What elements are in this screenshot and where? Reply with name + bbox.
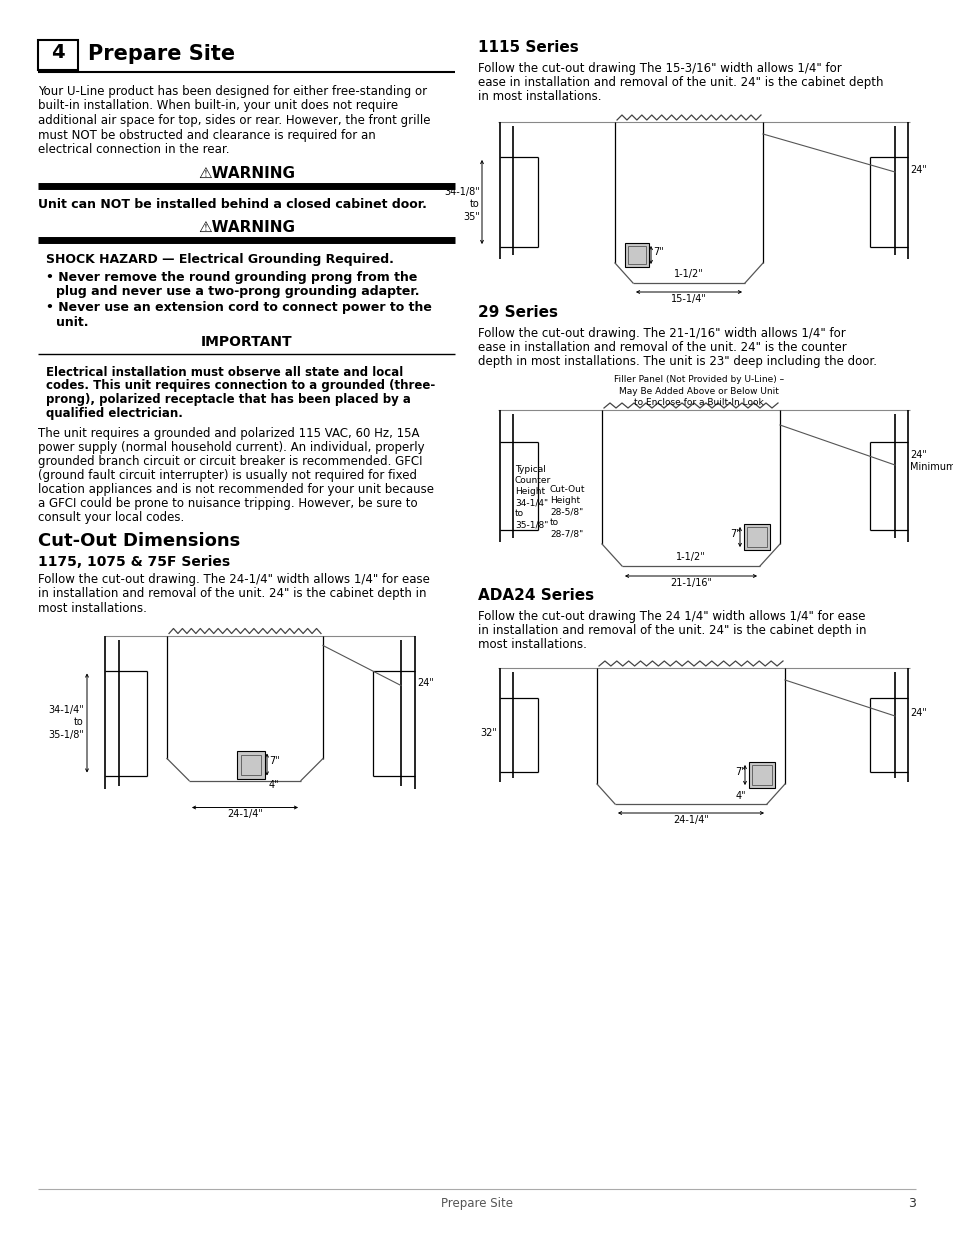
- Text: location appliances and is not recommended for your unit because: location appliances and is not recommend…: [38, 483, 434, 496]
- Text: The unit requires a grounded and polarized 115 VAC, 60 Hz, 15A: The unit requires a grounded and polariz…: [38, 427, 419, 441]
- Text: built-in installation. When built-in, your unit does not require: built-in installation. When built-in, yo…: [38, 100, 397, 112]
- Text: must NOT be obstructed and clearance is required for an: must NOT be obstructed and clearance is …: [38, 128, 375, 142]
- Text: 7": 7": [729, 529, 740, 538]
- Text: Cut-Out
Height
28-5/8"
to
28-7/8": Cut-Out Height 28-5/8" to 28-7/8": [550, 485, 585, 538]
- Text: 7": 7": [735, 767, 745, 777]
- Text: a GFCI could be prone to nuisance tripping. However, be sure to: a GFCI could be prone to nuisance trippi…: [38, 498, 417, 510]
- Text: 1175, 1075 & 75F Series: 1175, 1075 & 75F Series: [38, 556, 230, 569]
- Text: Cut-Out Dimensions: Cut-Out Dimensions: [38, 531, 240, 550]
- Text: 7": 7": [652, 247, 663, 257]
- Bar: [743, 524, 769, 550]
- Text: 15-1/4": 15-1/4": [670, 294, 706, 304]
- Text: in installation and removal of the unit. 24" is the cabinet depth in: in installation and removal of the unit.…: [477, 624, 865, 637]
- Text: prong), polarized receptacle that has been placed by a: prong), polarized receptacle that has be…: [46, 394, 411, 406]
- Text: ease in installation and removal of the unit. 24" is the cabinet depth: ease in installation and removal of the …: [477, 77, 882, 89]
- Bar: [241, 755, 261, 774]
- Text: ADA24 Series: ADA24 Series: [477, 588, 594, 603]
- Text: 3: 3: [907, 1197, 915, 1210]
- Text: 4": 4": [269, 779, 279, 789]
- Text: 1-1/2": 1-1/2": [674, 269, 703, 279]
- Text: ⚠WARNING: ⚠WARNING: [198, 165, 294, 180]
- Text: Prepare Site: Prepare Site: [440, 1197, 513, 1210]
- Text: Follow the cut-out drawing The 15-3/16" width allows 1/4" for: Follow the cut-out drawing The 15-3/16" …: [477, 62, 841, 75]
- Text: Filler Panel (Not Provided by U-Line) –: Filler Panel (Not Provided by U-Line) –: [614, 375, 783, 384]
- Text: grounded branch circuit or circuit breaker is recommended. GFCI: grounded branch circuit or circuit break…: [38, 456, 422, 468]
- Text: additional air space for top, sides or rear. However, the front grille: additional air space for top, sides or r…: [38, 114, 430, 127]
- Text: depth in most installations. The unit is 23" deep including the door.: depth in most installations. The unit is…: [477, 354, 876, 368]
- Text: 7": 7": [269, 757, 279, 767]
- Text: power supply (normal household current). An individual, properly: power supply (normal household current).…: [38, 441, 424, 454]
- Text: • Never remove the round grounding prong from the: • Never remove the round grounding prong…: [46, 270, 417, 284]
- Text: ease in installation and removal of the unit. 24" is the counter: ease in installation and removal of the …: [477, 341, 846, 354]
- Text: 24": 24": [416, 678, 434, 688]
- Text: to Enclose for a Built-In Look: to Enclose for a Built-In Look: [634, 398, 763, 408]
- Text: 34-1/8"
to
35": 34-1/8" to 35": [444, 186, 479, 222]
- Text: 34-1/4"
to
35-1/8": 34-1/4" to 35-1/8": [48, 705, 84, 740]
- Text: codes. This unit requires connection to a grounded (three-: codes. This unit requires connection to …: [46, 379, 435, 393]
- Text: Typical
Counter
Height
34-1/4"
to
35-1/8": Typical Counter Height 34-1/4" to 35-1/8…: [515, 466, 551, 530]
- Text: 4": 4": [735, 790, 745, 802]
- Text: Follow the cut-out drawing The 24 1/4" width allows 1/4" for ease: Follow the cut-out drawing The 24 1/4" w…: [477, 610, 864, 622]
- Text: IMPORTANT: IMPORTANT: [200, 336, 292, 350]
- Text: 24-1/4": 24-1/4": [227, 809, 263, 820]
- Text: • Never use an extension cord to connect power to the: • Never use an extension cord to connect…: [46, 300, 432, 314]
- Bar: [627, 246, 645, 264]
- Text: plug and never use a two-prong grounding adapter.: plug and never use a two-prong grounding…: [56, 285, 419, 299]
- Text: 24-1/4": 24-1/4": [673, 815, 708, 825]
- Text: Follow the cut-out drawing. The 24-1/4" width allows 1/4" for ease: Follow the cut-out drawing. The 24-1/4" …: [38, 573, 430, 587]
- Bar: [751, 764, 771, 785]
- Text: 1-1/2": 1-1/2": [676, 552, 705, 562]
- Text: 24": 24": [909, 165, 926, 175]
- Text: ⚠WARNING: ⚠WARNING: [198, 220, 294, 235]
- Text: most installations.: most installations.: [477, 638, 586, 651]
- Text: in installation and removal of the unit. 24" is the cabinet depth in: in installation and removal of the unit.…: [38, 588, 426, 600]
- Bar: [236, 751, 265, 778]
- Text: 29 Series: 29 Series: [477, 305, 558, 320]
- Text: qualified electrician.: qualified electrician.: [46, 408, 183, 420]
- Bar: [748, 762, 774, 788]
- Text: (ground fault circuit interrupter) is usually not required for fixed: (ground fault circuit interrupter) is us…: [38, 469, 416, 483]
- Text: Follow the cut-out drawing. The 21-1/16" width allows 1/4" for: Follow the cut-out drawing. The 21-1/16"…: [477, 327, 845, 340]
- Bar: [38, 40, 78, 70]
- Text: 4: 4: [51, 43, 65, 62]
- Text: most installations.: most installations.: [38, 601, 147, 615]
- Text: 32": 32": [479, 727, 497, 739]
- Text: 24": 24": [909, 708, 926, 718]
- Text: 1115 Series: 1115 Series: [477, 40, 578, 56]
- Text: Prepare Site: Prepare Site: [88, 44, 234, 64]
- Text: Unit can NOT be installed behind a closed cabinet door.: Unit can NOT be installed behind a close…: [38, 198, 426, 210]
- Text: 24"
Minimum: 24" Minimum: [909, 450, 953, 473]
- Text: consult your local codes.: consult your local codes.: [38, 511, 184, 525]
- Text: SHOCK HAZARD — Electrical Grounding Required.: SHOCK HAZARD — Electrical Grounding Requ…: [46, 252, 394, 266]
- Bar: [624, 243, 648, 267]
- Text: May Be Added Above or Below Unit: May Be Added Above or Below Unit: [618, 387, 778, 396]
- Text: 21-1/16": 21-1/16": [669, 578, 711, 588]
- Text: Electrical installation must observe all state and local: Electrical installation must observe all…: [46, 366, 403, 378]
- Text: electrical connection in the rear.: electrical connection in the rear.: [38, 143, 230, 156]
- Text: unit.: unit.: [56, 315, 89, 329]
- Text: Your U-Line product has been designed for either free-standing or: Your U-Line product has been designed fo…: [38, 85, 427, 98]
- Text: in most installations.: in most installations.: [477, 90, 601, 103]
- Bar: [746, 527, 766, 547]
